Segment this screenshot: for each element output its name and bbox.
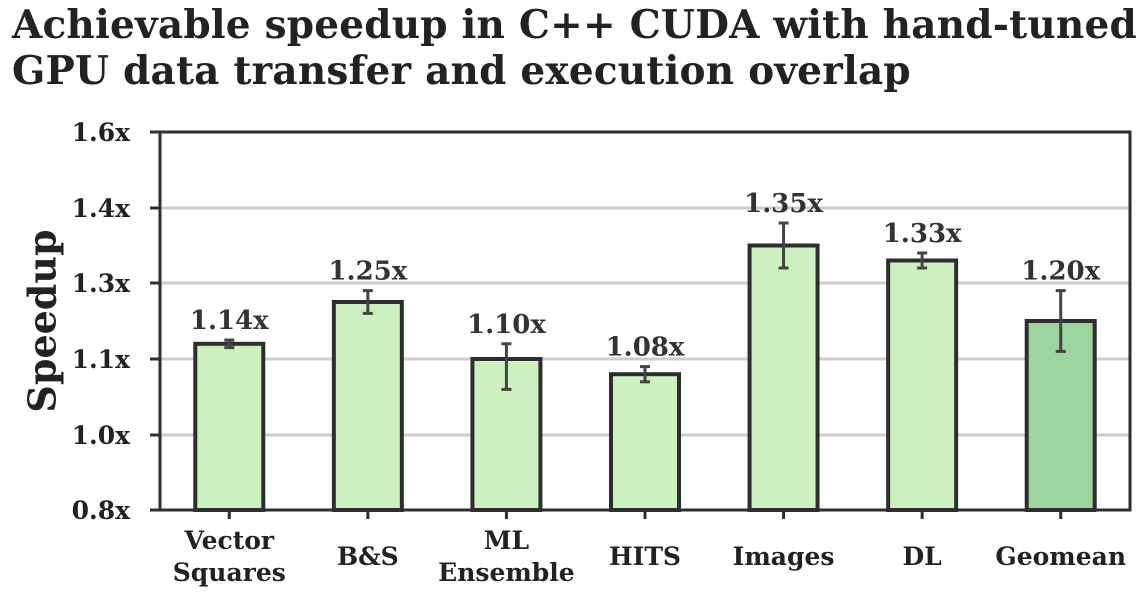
x-tick-label: Vector	[183, 526, 274, 555]
y-tick-label: 0.8x	[72, 496, 131, 525]
data-label: 1.10x	[467, 310, 546, 340]
data-label: 1.33x	[883, 219, 962, 249]
x-axis-ticks: Vector Squares B&S ML Ensemble HITS Images DL Ge…	[173, 510, 1126, 587]
y-tick-label: 1.6x	[72, 118, 131, 147]
data-label: 1.20x	[1021, 257, 1100, 287]
x-tick-label: DL	[903, 542, 943, 571]
data-label: 1.35x	[744, 189, 823, 219]
x-tick-label: Ensemble	[438, 558, 575, 587]
error-bars	[224, 221, 1066, 391]
bar	[886, 258, 959, 512]
chart-title-line-2: GPU data transfer and execution overlap	[12, 48, 911, 94]
x-tick-label: B&S	[337, 542, 399, 571]
plot-frame	[158, 130, 1132, 512]
y-tick-label: 1.3x	[72, 269, 131, 298]
bar	[331, 300, 404, 512]
data-label: 1.08x	[606, 333, 685, 363]
data-label: 1.25x	[328, 257, 407, 287]
chart-title: Achievable speedup in C++ CUDA with hand…	[12, 2, 1137, 94]
bar	[609, 372, 681, 513]
y-tick-label: 1.0x	[72, 421, 131, 450]
bar	[193, 341, 266, 512]
y-axis-label: Speedup	[19, 229, 64, 412]
x-tick-label: Squares	[173, 558, 286, 587]
y-tick-label: 1.1x	[72, 345, 131, 374]
x-tick-label: HITS	[609, 542, 681, 571]
x-tick-label: Images	[733, 542, 835, 571]
bar	[747, 243, 820, 512]
chart-title-line-1: Achievable speedup in C++ CUDA with hand…	[12, 2, 1137, 48]
data-labels: 1.14x 1.25x 1.10x 1.08x 1.35x 1.33x 1.20x	[190, 189, 1101, 363]
x-tick-label: Geomean	[995, 542, 1126, 571]
data-label: 1.14x	[190, 306, 269, 336]
y-tick-label: 1.4x	[72, 194, 131, 223]
y-axis-ticks: 0.8x 1.0x 1.1x 1.3x 1.4x 1.6x	[72, 118, 160, 525]
x-tick-label: ML	[484, 526, 530, 555]
